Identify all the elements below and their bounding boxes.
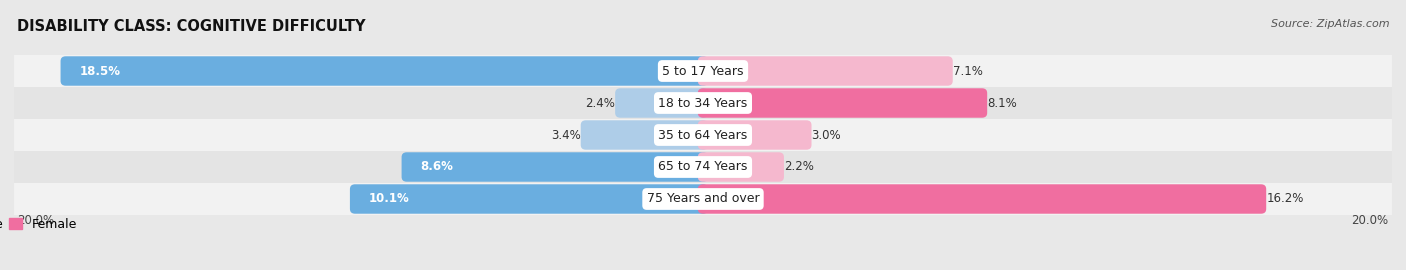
Text: 20.0%: 20.0% <box>17 214 55 227</box>
Text: 8.1%: 8.1% <box>987 96 1017 110</box>
FancyBboxPatch shape <box>697 184 1267 214</box>
FancyBboxPatch shape <box>697 88 987 118</box>
FancyBboxPatch shape <box>14 151 1392 183</box>
FancyBboxPatch shape <box>14 55 1392 87</box>
Text: 3.0%: 3.0% <box>811 129 841 141</box>
Text: 8.6%: 8.6% <box>420 160 453 174</box>
Text: 65 to 74 Years: 65 to 74 Years <box>658 160 748 174</box>
Legend: Male, Female: Male, Female <box>0 213 82 236</box>
Text: 7.1%: 7.1% <box>953 65 983 77</box>
Text: 3.4%: 3.4% <box>551 129 581 141</box>
Text: 18.5%: 18.5% <box>80 65 121 77</box>
FancyBboxPatch shape <box>14 183 1392 215</box>
FancyBboxPatch shape <box>581 120 709 150</box>
FancyBboxPatch shape <box>402 152 709 182</box>
FancyBboxPatch shape <box>616 88 709 118</box>
FancyBboxPatch shape <box>697 152 785 182</box>
Text: 2.2%: 2.2% <box>785 160 814 174</box>
FancyBboxPatch shape <box>350 184 709 214</box>
Text: DISABILITY CLASS: COGNITIVE DIFFICULTY: DISABILITY CLASS: COGNITIVE DIFFICULTY <box>17 19 366 34</box>
Text: 35 to 64 Years: 35 to 64 Years <box>658 129 748 141</box>
FancyBboxPatch shape <box>14 119 1392 151</box>
Text: 16.2%: 16.2% <box>1267 193 1303 205</box>
Text: 75 Years and over: 75 Years and over <box>647 193 759 205</box>
Text: 10.1%: 10.1% <box>368 193 409 205</box>
Text: 2.4%: 2.4% <box>585 96 616 110</box>
Text: 20.0%: 20.0% <box>1351 214 1389 227</box>
FancyBboxPatch shape <box>60 56 709 86</box>
FancyBboxPatch shape <box>14 87 1392 119</box>
Text: Source: ZipAtlas.com: Source: ZipAtlas.com <box>1271 19 1389 29</box>
FancyBboxPatch shape <box>697 120 811 150</box>
Text: 5 to 17 Years: 5 to 17 Years <box>662 65 744 77</box>
Text: 18 to 34 Years: 18 to 34 Years <box>658 96 748 110</box>
FancyBboxPatch shape <box>697 56 953 86</box>
